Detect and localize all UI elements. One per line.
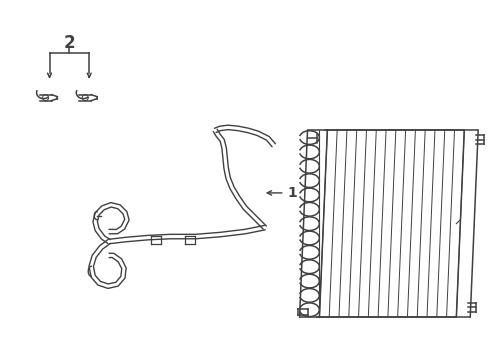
Text: 2: 2 [63,34,75,52]
Text: 1: 1 [287,186,297,200]
